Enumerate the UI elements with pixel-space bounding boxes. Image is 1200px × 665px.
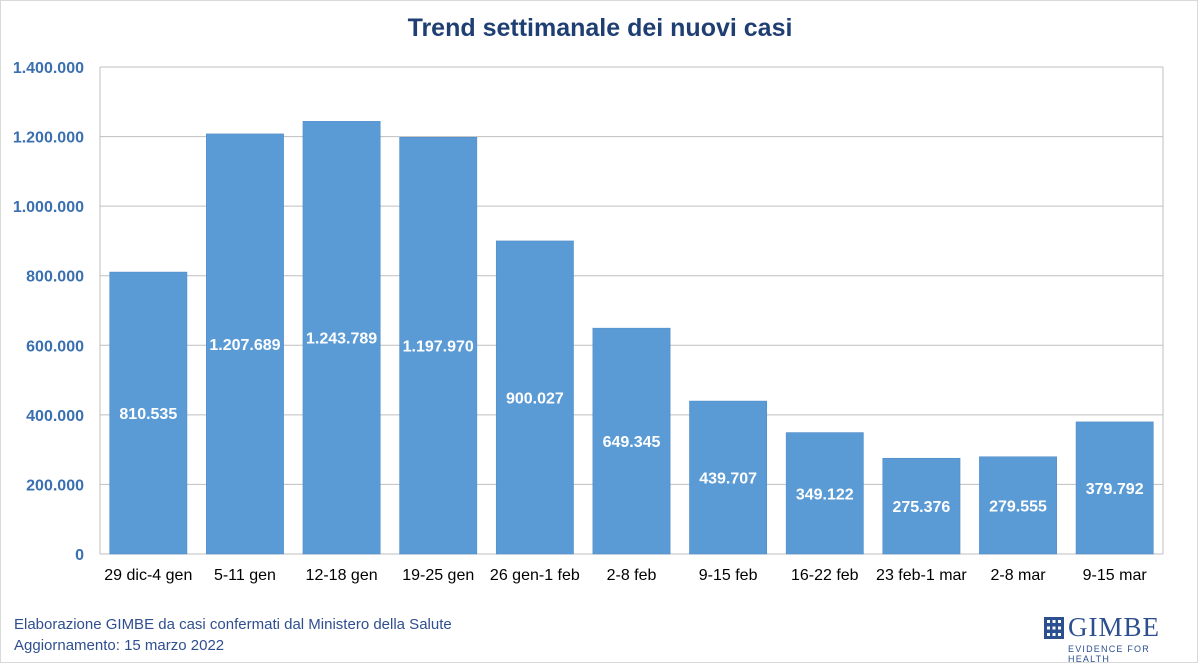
bar [882, 457, 961, 555]
y-tick-label: 400.000 [26, 408, 84, 425]
chart-title: Trend settimanale dei nuovi casi [407, 14, 793, 42]
x-tick-label: 12-18 gen [306, 567, 378, 584]
bar-value-label: 439.707 [699, 471, 757, 488]
bar-value-label: 810.535 [119, 406, 177, 423]
x-tick-label: 16-22 feb [791, 567, 859, 584]
bar [1075, 421, 1154, 555]
bar-chart: 0 200.000 400.000 600.000 800.000 1.000.000 1.… [13, 60, 1164, 584]
y-tick-label: 1.400.000 [13, 60, 84, 77]
x-tick-label: 9-15 feb [699, 567, 758, 584]
bar-value-label: 279.555 [989, 498, 1047, 515]
bar-value-label: 349.122 [796, 486, 854, 503]
x-tick-label: 29 dic-4 gen [104, 567, 192, 584]
x-tick-label: 19-25 gen [402, 567, 474, 584]
bar [109, 271, 188, 555]
bar [302, 121, 381, 555]
bar-value-label: 1.207.689 [209, 337, 280, 354]
x-axis: 29 dic-4 gen 5-11 gen 12-18 gen 19-25 gen 26… [104, 567, 1147, 584]
bar-value-label: 649.345 [603, 434, 661, 451]
x-tick-label: 2-8 feb [607, 567, 657, 584]
y-tick-label: 800.000 [26, 269, 84, 286]
bar-value-label: 379.792 [1086, 481, 1144, 498]
logo-mark-icon [1044, 617, 1064, 639]
bar [495, 240, 574, 555]
logo-tagline: EVIDENCE FOR HEALTH [1068, 644, 1150, 664]
x-tick-label: 5-11 gen [214, 567, 276, 584]
gimbe-logo: GIMBE EVIDENCE FOR HEALTH [1038, 612, 1178, 664]
x-tick-label: 2-8 mar [990, 567, 1046, 584]
y-tick-label: 0 [75, 547, 84, 564]
source-note: Elaborazione GIMBE da casi confermati da… [14, 616, 452, 633]
bar [785, 432, 864, 555]
bar-value-label: 1.243.789 [306, 331, 377, 348]
x-tick-label: 9-15 mar [1083, 567, 1148, 584]
x-tick-label: 26 gen-1 feb [490, 567, 580, 584]
update-note: Aggiornamento: 15 marzo 2022 [14, 637, 225, 654]
bars: 810.535 1.207.689 1.243.789 1.197.970 900.02… [109, 121, 1154, 555]
bar-value-label: 1.197.970 [403, 339, 474, 356]
bar [206, 133, 284, 555]
bar [399, 137, 478, 555]
y-axis: 0 200.000 400.000 600.000 800.000 1.000.000 1.… [13, 60, 84, 564]
bar [979, 456, 1057, 555]
y-tick-label: 1.000.000 [13, 199, 84, 216]
bar [689, 400, 768, 555]
x-tick-label: 23 feb-1 mar [876, 567, 967, 584]
y-tick-label: 600.000 [26, 338, 84, 355]
bar [592, 327, 671, 555]
bar-value-label: 275.376 [892, 499, 950, 516]
logo-name: GIMBE [1068, 612, 1160, 642]
bar-value-label: 900.027 [506, 390, 564, 407]
y-tick-label: 200.000 [26, 477, 84, 494]
y-tick-label: 1.200.000 [13, 130, 84, 147]
